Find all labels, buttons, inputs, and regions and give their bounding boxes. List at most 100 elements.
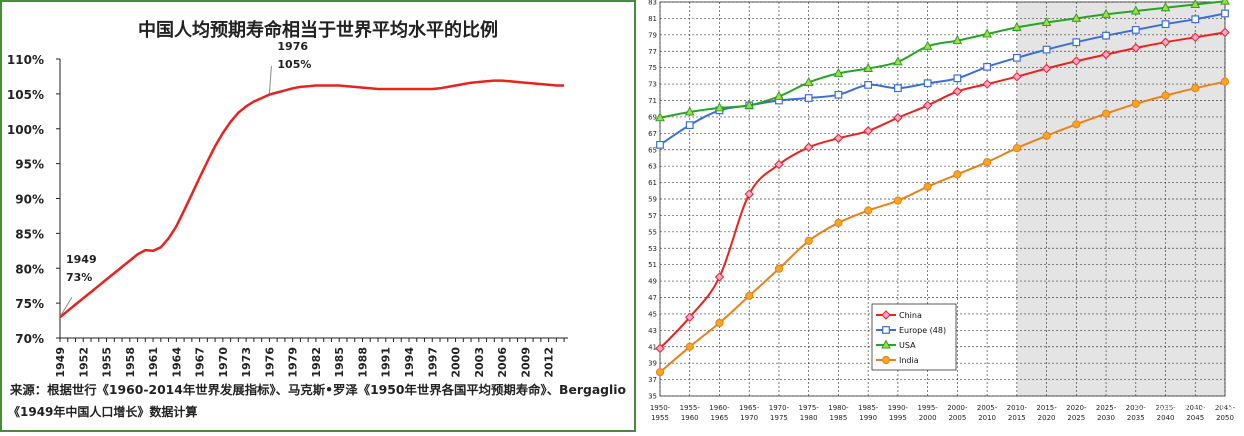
legend-marker-europe-48 — [882, 326, 890, 334]
data-point-usa — [863, 62, 873, 72]
y-tick-label: 75 — [648, 64, 657, 72]
x-tick-label: 1961 — [147, 347, 160, 378]
x-tick-label: 1964 — [170, 347, 183, 378]
data-point-china — [714, 272, 725, 282]
x-tick-label-end: 2000 — [919, 414, 937, 422]
x-tick-label-end: 2030 — [1097, 414, 1115, 422]
data-point-europe-48 — [1161, 20, 1170, 29]
data-point-china — [1220, 27, 1230, 38]
y-tick-label: 85% — [15, 227, 44, 241]
x-tick-label-end: 2040 — [1157, 414, 1175, 422]
x-tick-label-start: 1965- — [739, 404, 760, 412]
x-tick-label-end: 2015 — [1008, 414, 1026, 422]
x-tick-label-start: 1960- — [709, 404, 730, 412]
data-point-usa — [893, 56, 903, 66]
data-point-china — [774, 159, 784, 170]
data-point-india — [923, 182, 932, 191]
y-tick-label: 83 — [648, 0, 657, 7]
data-point-china — [1131, 43, 1141, 53]
y-tick-label: 95% — [15, 158, 44, 172]
x-tick-label: 2012 — [543, 347, 556, 378]
data-point-china — [685, 312, 695, 322]
watermark-text: 头条 @说天下人说天下事 — [1134, 403, 1236, 415]
x-tick-label: 1967 — [194, 347, 207, 378]
x-tick-label-end: 1980 — [800, 414, 818, 422]
x-tick-label-end: 1970 — [740, 414, 758, 422]
y-tick-label: 39 — [648, 360, 657, 368]
y-tick-label: 81 — [648, 15, 657, 23]
data-point-china — [893, 113, 903, 123]
x-tick-label-start: 2000- — [947, 404, 968, 412]
data-point-europe-48 — [983, 62, 992, 71]
data-point-india — [655, 368, 665, 377]
legend-marker-usa — [881, 339, 891, 349]
data-point-china — [1041, 63, 1052, 74]
data-point-usa — [1012, 21, 1022, 31]
x-tick-label-end: 1990 — [859, 414, 877, 422]
x-tick-label-end: 1965 — [711, 414, 729, 422]
data-point-china — [982, 79, 992, 89]
data-point-usa — [803, 76, 814, 86]
x-tick-label-start: 1955- — [680, 404, 701, 412]
right-line-chart: 35 37 39 41 43 45 47 49 51 53 55 57 59 61 63 65 67 69 71 73… — [648, 0, 1236, 422]
x-tick-label-end: 2005 — [948, 414, 966, 422]
y-tick-label: 43 — [648, 327, 657, 335]
data-point-usa — [684, 106, 695, 116]
y-tick-label: 57 — [648, 212, 657, 220]
x-tick-label: 1949 — [54, 347, 67, 378]
annotation-leader-1949 — [60, 296, 73, 316]
legend-label-usa: USA — [899, 341, 916, 350]
x-tick-label-start: 1950- — [650, 404, 671, 412]
x-tick-label-end: 2010 — [978, 414, 996, 422]
x-tick-label-start: 1970- — [769, 404, 790, 412]
data-point-usa — [833, 67, 844, 77]
y-tick-label: 53 — [648, 245, 657, 253]
y-tick-label: 90% — [15, 193, 44, 207]
x-tick-label-start: 2040- — [1185, 404, 1206, 412]
y-tick-label: 51 — [648, 261, 657, 269]
data-point-usa — [1041, 16, 1052, 27]
data-point-usa — [1220, 0, 1230, 5]
data-point-europe-48 — [953, 74, 962, 83]
data-point-china — [1012, 71, 1022, 82]
left-chart-panel: 中国人均预期寿命相当于世界平均水平的比例 110% 105% 100% 95% 90% 85… — [0, 0, 636, 432]
x-tick-label-start: 2005- — [977, 404, 998, 412]
data-point-india — [1220, 77, 1230, 86]
x-tick-label-start: 1985- — [858, 404, 879, 412]
x-tick-label-end: 2050 — [1216, 414, 1234, 422]
data-point-india — [953, 170, 962, 179]
y-tick-label: 45 — [648, 310, 657, 318]
y-tick-label: 79 — [648, 31, 657, 39]
data-point-india — [1012, 144, 1021, 153]
data-point-europe-48 — [864, 81, 873, 89]
data-point-india — [1101, 109, 1111, 118]
data-point-china — [922, 100, 933, 111]
data-point-usa — [774, 90, 784, 100]
x-tick-label: 1973 — [240, 347, 253, 378]
x-tick-label: 1979 — [287, 347, 300, 378]
data-point-usa — [952, 35, 963, 45]
x-tick-label: 1982 — [310, 347, 323, 378]
x-tick-label: 2009 — [519, 347, 532, 378]
data-point-india — [1072, 120, 1081, 129]
y-tick-label: 80% — [15, 262, 44, 276]
data-point-india — [1042, 131, 1051, 140]
annotation-value-1976: 105% — [277, 58, 311, 71]
data-point-usa — [1071, 12, 1082, 22]
legend-label-europe-48: Europe (48) — [899, 326, 946, 335]
data-point-india — [864, 206, 873, 215]
data-point-usa — [655, 112, 665, 122]
x-tick-label-end: 2020 — [1038, 414, 1056, 422]
data-point-usa — [1101, 8, 1111, 18]
y-tick-label: 63 — [648, 163, 657, 171]
y-tick-label: 49 — [648, 278, 657, 286]
y-tick-label: 73 — [648, 81, 657, 89]
x-tick-label-start: 2025- — [1096, 404, 1117, 412]
y-tick-label: 55 — [648, 228, 657, 236]
legend-marker-india — [881, 355, 891, 365]
data-point-usa — [1130, 5, 1141, 15]
y-tick-label: 75% — [15, 297, 44, 311]
x-tick-label-start: 2015- — [1036, 404, 1057, 412]
legend-marker-china — [881, 310, 891, 320]
y-tick-label: 100% — [7, 123, 44, 137]
